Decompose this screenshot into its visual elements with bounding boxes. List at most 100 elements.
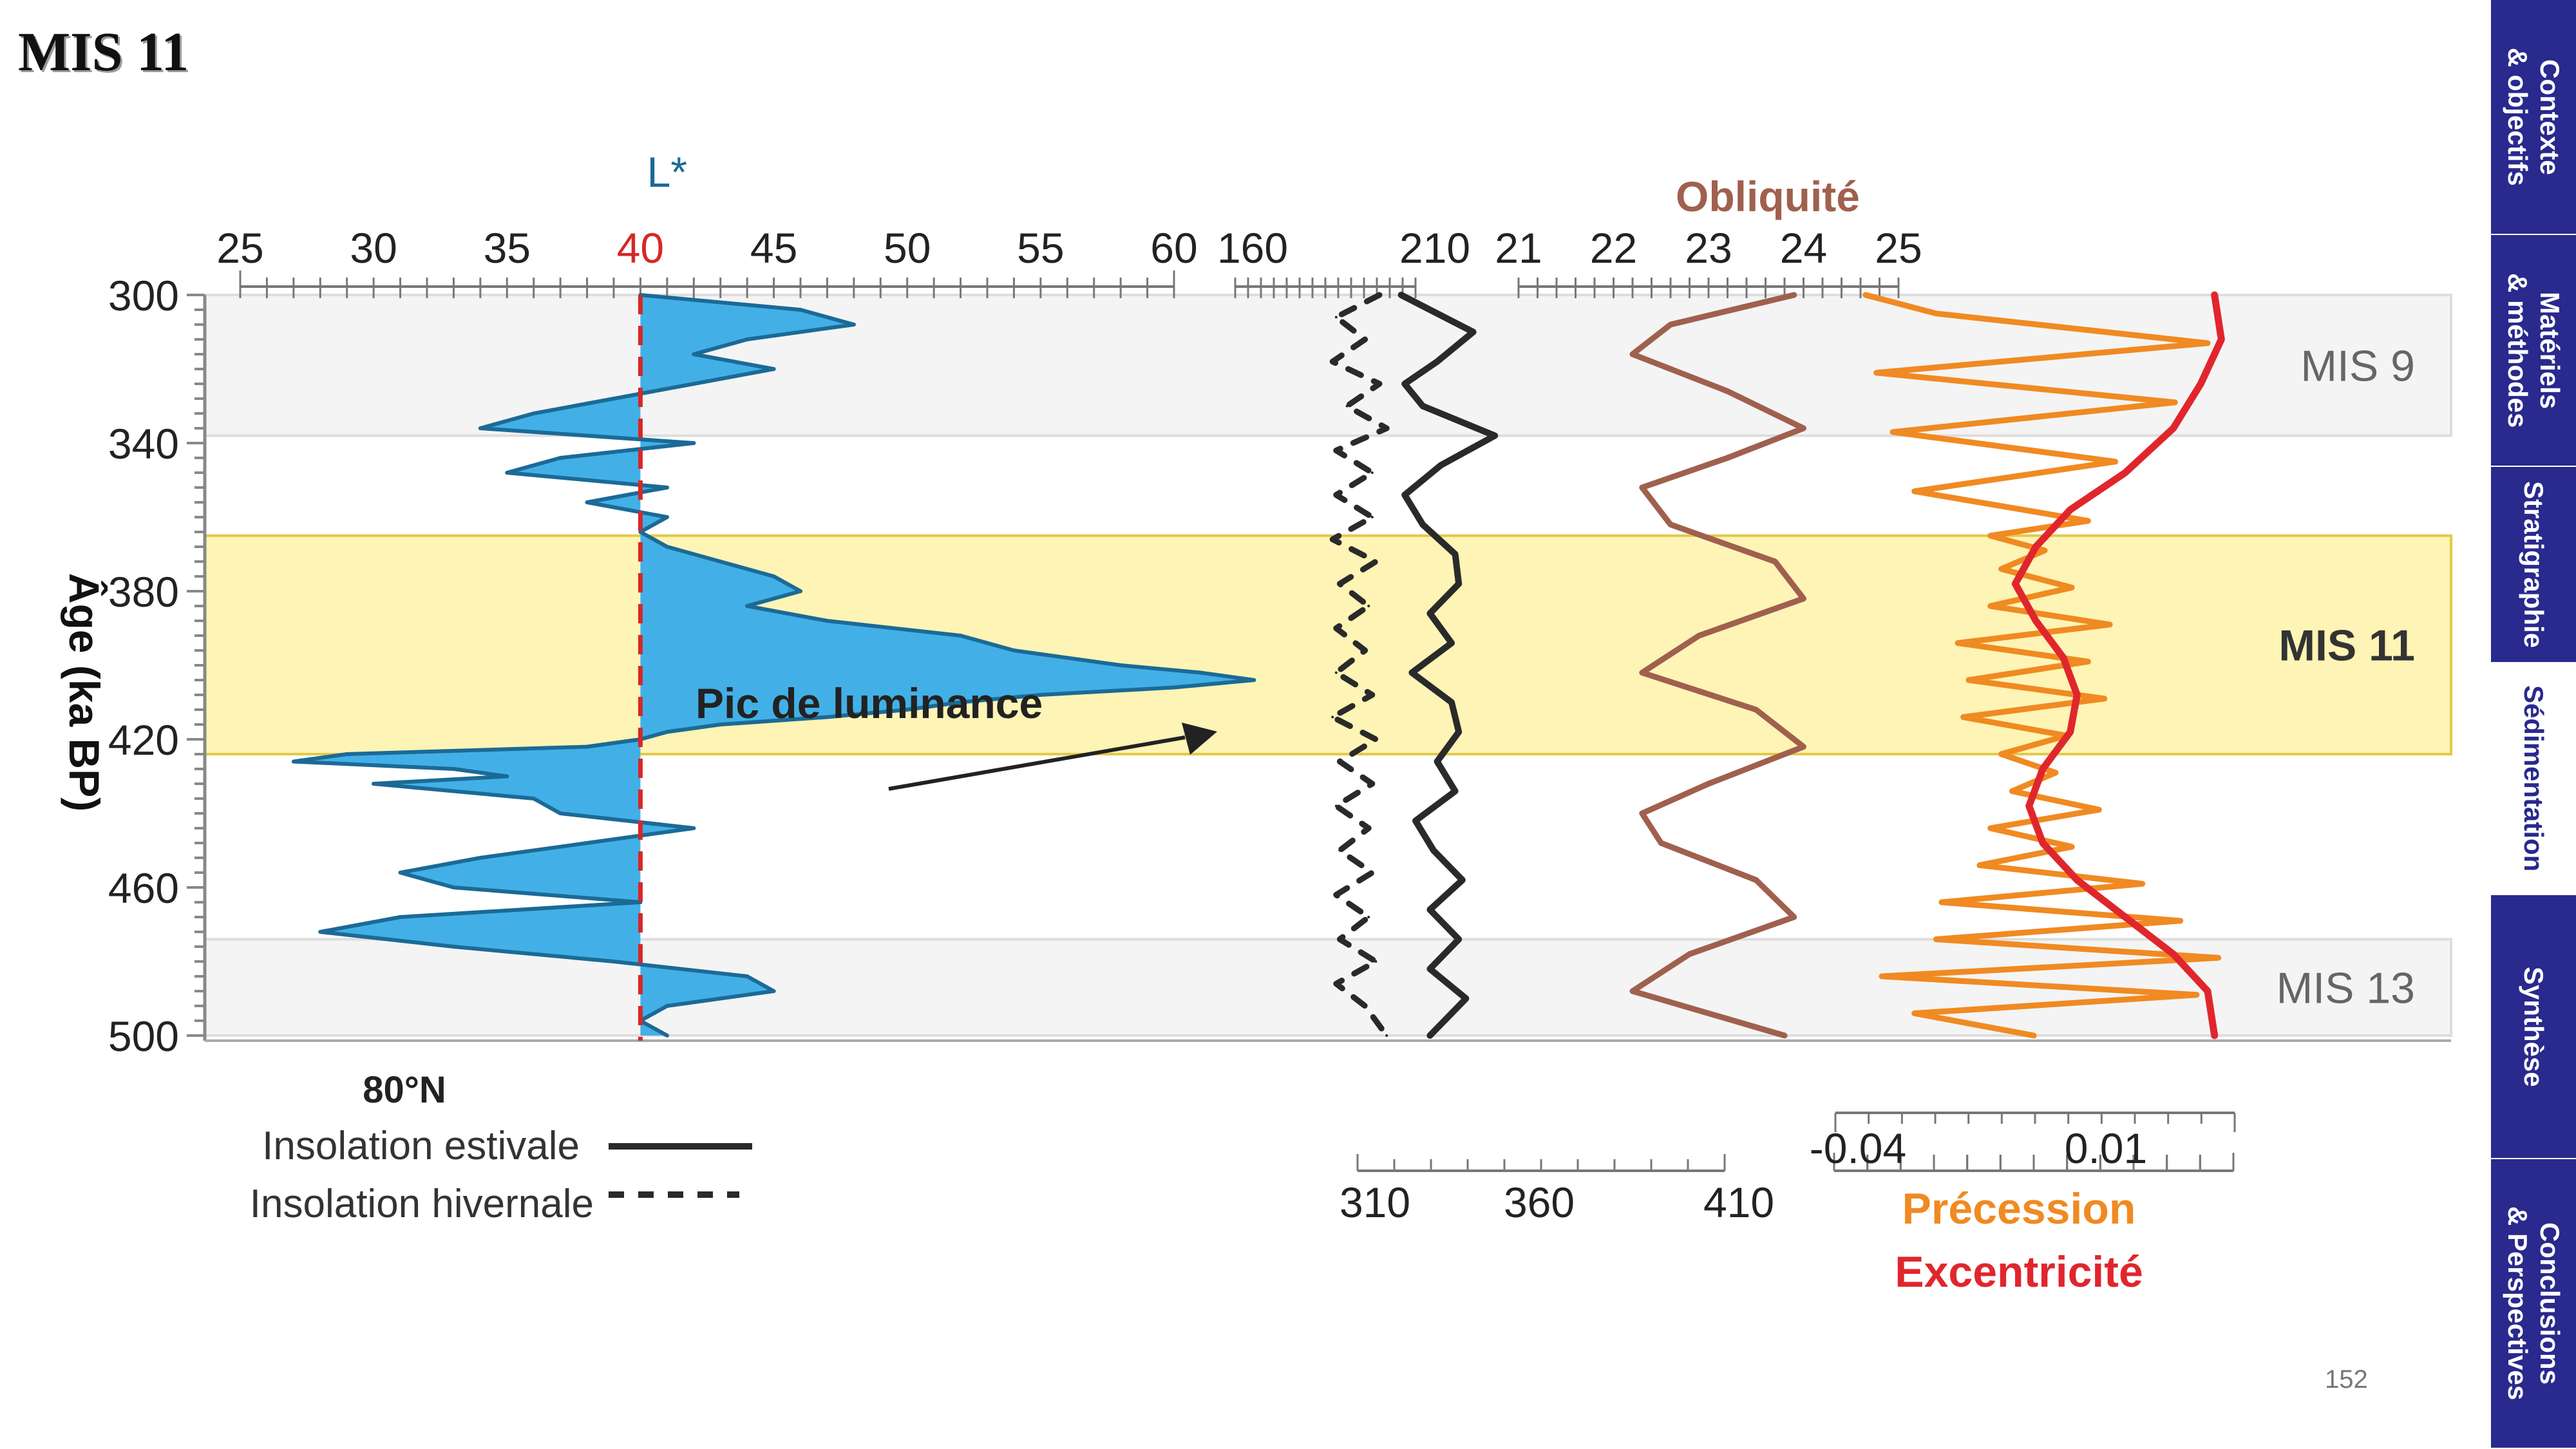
winter-insolation-line-point bbox=[1378, 383, 1381, 385]
obliquity-line bbox=[1629, 292, 1806, 1039]
winter-insolation-line-point bbox=[1363, 1005, 1367, 1007]
winter-insolation-line-point bbox=[1367, 916, 1370, 918]
summer-insolation-line-point bbox=[1403, 493, 1406, 497]
sidebar-tab-label: Conclusions & Perspectives bbox=[2503, 1206, 2565, 1401]
winter-insolation-line-point bbox=[1331, 538, 1334, 541]
sidebar-tab-label: Synthèse bbox=[2519, 966, 2549, 1087]
obliquity-line-point bbox=[1754, 708, 1757, 711]
sidebar-tab-stratigraphie[interactable]: Stratigraphie bbox=[2491, 467, 2576, 663]
lstar-point bbox=[1172, 685, 1176, 690]
lstar-point bbox=[478, 426, 482, 430]
lstar-point bbox=[558, 811, 563, 815]
summer-insolation-line-point bbox=[1414, 819, 1417, 822]
sidebar-tab-conclusions[interactable]: Conclusions & Perspectives bbox=[2491, 1159, 2576, 1449]
lstar-point bbox=[825, 715, 829, 719]
precession-line-point bbox=[2141, 882, 2144, 886]
lstar-point bbox=[772, 574, 776, 578]
sidebar-tab-label: Stratigraphie bbox=[2519, 480, 2549, 649]
winter-insolation-line-point bbox=[1334, 627, 1338, 630]
precession-line-point bbox=[1962, 715, 1965, 719]
winter-insolation-line-point bbox=[1334, 316, 1338, 319]
sidebar-tab-contexte[interactable]: Contexte & objectifs bbox=[2491, 0, 2576, 235]
lstar-point bbox=[318, 930, 323, 934]
precession-line-point bbox=[1875, 371, 1878, 374]
winter-insolation-line-point bbox=[1334, 449, 1338, 452]
lstar-point bbox=[799, 589, 802, 593]
summer-insolation-line-point bbox=[1403, 383, 1406, 385]
secondary-bottom-tick-label: 360 bbox=[1504, 1179, 1575, 1226]
precession-line-point bbox=[2070, 845, 2074, 848]
sidebar-tab-label: Sédimentation bbox=[2519, 685, 2549, 872]
winter-insolation-line-point bbox=[1334, 893, 1338, 896]
winter-insolation-line-point bbox=[1363, 649, 1367, 652]
lstar-point bbox=[1012, 649, 1016, 652]
lstar-tick-label: 60 bbox=[1150, 224, 1197, 272]
obliquity-line-point bbox=[1726, 390, 1729, 393]
precession-line-point bbox=[1880, 975, 1884, 978]
obliquity-line-point bbox=[1802, 745, 1805, 748]
summer-insolation-line-point bbox=[1435, 360, 1439, 363]
mis-band-label: MIS 13 bbox=[2277, 963, 2415, 1012]
sidebar-tab-synthese[interactable]: Synthèse bbox=[2491, 895, 2576, 1159]
lstar-point bbox=[665, 486, 669, 489]
lstar-point bbox=[372, 782, 376, 786]
precession-line-point bbox=[2114, 460, 2117, 463]
summer-insolation-line-point bbox=[1461, 878, 1464, 882]
winter-insolation-line-point bbox=[1374, 960, 1378, 963]
obliquity-line-point bbox=[1660, 842, 1663, 844]
lstar-point bbox=[905, 708, 909, 712]
winter-insolation-line-point bbox=[1370, 516, 1374, 518]
lstar-point bbox=[958, 634, 963, 638]
summer-insolation-line-point bbox=[1454, 553, 1457, 556]
lstar-tick-label: 35 bbox=[484, 224, 531, 272]
winter-insolation-line-point bbox=[1370, 782, 1374, 785]
annotation-arrowhead bbox=[1182, 723, 1217, 755]
winter-insolation-line-point bbox=[1338, 760, 1341, 763]
winter-insolation-line-point bbox=[1334, 671, 1338, 674]
legend-winter-label: Insolation hivernale bbox=[250, 1182, 594, 1226]
obliquity-title: Obliquité bbox=[1676, 173, 1860, 220]
lstar-point bbox=[799, 308, 802, 312]
obliquity-line-point bbox=[1631, 353, 1634, 355]
eccentricity-line-point bbox=[2124, 916, 2126, 918]
lstar-point bbox=[718, 560, 723, 564]
precession-line-point bbox=[2195, 993, 2198, 996]
precession-line-point bbox=[2098, 808, 2101, 811]
obliquity-line-point bbox=[1792, 916, 1795, 918]
y-tick-label: 460 bbox=[108, 864, 179, 912]
page-number: 152 bbox=[2325, 1365, 2368, 1394]
obliquity-line-point bbox=[1754, 878, 1757, 882]
lstar-tick-label: 50 bbox=[884, 224, 931, 272]
precession-line-point bbox=[2011, 790, 2014, 793]
lstar-point bbox=[451, 886, 456, 889]
sidebar-tab-sedimentation[interactable]: Sédimentation bbox=[2491, 663, 2576, 895]
eccentricity-line-point bbox=[2034, 545, 2038, 548]
winter-insolation-line-point bbox=[1338, 582, 1341, 585]
precession-tick-label: -0.04 bbox=[1810, 1124, 1906, 1172]
sidebar-tab-label: Matériels & méthodes bbox=[2503, 272, 2565, 428]
lstar-point bbox=[585, 841, 589, 845]
lstar-point bbox=[505, 471, 509, 475]
obliquity-line-point bbox=[1669, 323, 1672, 326]
obliquity-line-point bbox=[1792, 294, 1795, 296]
lstar-point bbox=[1198, 670, 1203, 675]
summer-insolation-line-point bbox=[1428, 967, 1432, 971]
precession-line-point bbox=[2179, 919, 2182, 922]
lstar-point bbox=[825, 619, 829, 623]
summer-insolation-line-point bbox=[1410, 671, 1414, 674]
lstar-point bbox=[585, 744, 589, 749]
lstar-point bbox=[718, 723, 723, 726]
y-tick-label: 380 bbox=[108, 568, 179, 616]
lstar-point bbox=[451, 767, 456, 771]
summer-insolation-line-point bbox=[1464, 997, 1468, 1000]
sidebar-tab-materiels[interactable]: Matériels & méthodes bbox=[2491, 235, 2576, 467]
summer-insolation-line-point bbox=[1472, 330, 1475, 334]
y-tick-label: 500 bbox=[108, 1012, 179, 1060]
lstar-point bbox=[345, 752, 349, 756]
winter-insolation-line-point bbox=[1334, 493, 1338, 497]
section-sidebar: Contexte & objectifs Matériels & méthodes… bbox=[2491, 0, 2576, 1449]
winter-insolation-line-point bbox=[1370, 471, 1374, 474]
winter-insolation-line-point bbox=[1374, 738, 1378, 741]
obliquity-line-point bbox=[1640, 812, 1643, 815]
precession-line-point bbox=[2217, 956, 2220, 960]
